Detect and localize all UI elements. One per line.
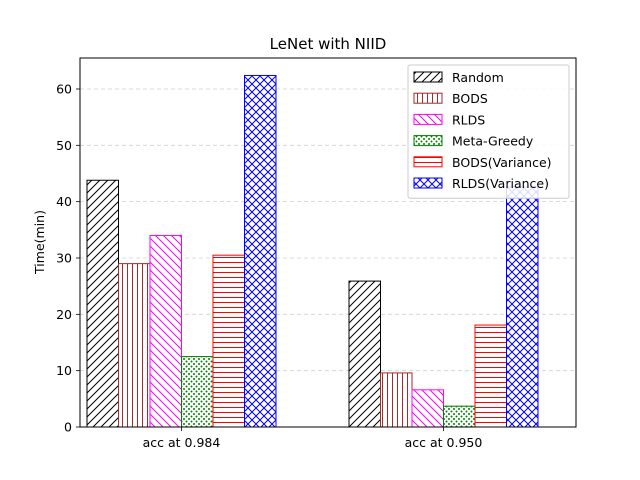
x-tick-label: acc at 0.950 — [405, 435, 483, 450]
legend-swatch — [413, 71, 443, 83]
legend-label: BODS(Variance) — [452, 155, 552, 170]
bar-bods-1 — [118, 263, 151, 428]
bar-meta-greedy-2 — [443, 405, 476, 428]
y-tick-label: 40 — [56, 194, 72, 209]
bar-random-2 — [348, 280, 381, 428]
y-tick-label: 30 — [56, 250, 72, 265]
y-tick-label: 0 — [64, 420, 72, 435]
legend-label: RLDS(Variance) — [452, 176, 549, 191]
legend-swatch — [413, 92, 443, 104]
y-tick-label: 60 — [56, 81, 72, 96]
legend-swatch — [413, 113, 443, 125]
bar-rlds-variance-2 — [506, 186, 539, 428]
bar-bods-variance-1 — [212, 254, 245, 428]
bar-bods-2 — [380, 372, 413, 428]
legend-swatch — [413, 177, 443, 189]
y-axis-label: Time(min) — [32, 210, 47, 275]
legend: Random BODS RLDS Meta-Greedy BODS(Variance) R… — [407, 64, 570, 199]
legend-label: Meta-Greedy — [452, 134, 534, 149]
bar-rlds-1 — [149, 234, 182, 428]
x-tick-label: acc at 0.984 — [143, 435, 221, 450]
bar-bods-variance-2 — [474, 324, 507, 428]
y-tick-label: 10 — [56, 363, 72, 378]
plot-frame — [79, 57, 577, 428]
bar-meta-greedy-1 — [181, 356, 214, 428]
bar-rlds-variance-1 — [244, 74, 277, 428]
legend-label: Random — [452, 70, 504, 85]
bar-rlds-2 — [411, 389, 444, 428]
y-axis: 0 10 20 30 40 50 60 — [56, 81, 80, 435]
legend-label: RLDS — [452, 112, 485, 127]
legend-swatch — [413, 156, 443, 168]
y-tick-label: 20 — [56, 307, 72, 322]
x-axis: acc at 0.984 acc at 0.950 — [143, 427, 483, 450]
chart-title: LeNet with NIID — [270, 35, 387, 53]
legend-label: BODS — [452, 91, 488, 106]
y-tick-label: 50 — [56, 138, 72, 153]
bars — [86, 74, 539, 428]
bar-random-1 — [86, 179, 119, 428]
legend-frame — [407, 64, 570, 199]
legend-swatch — [413, 135, 443, 147]
